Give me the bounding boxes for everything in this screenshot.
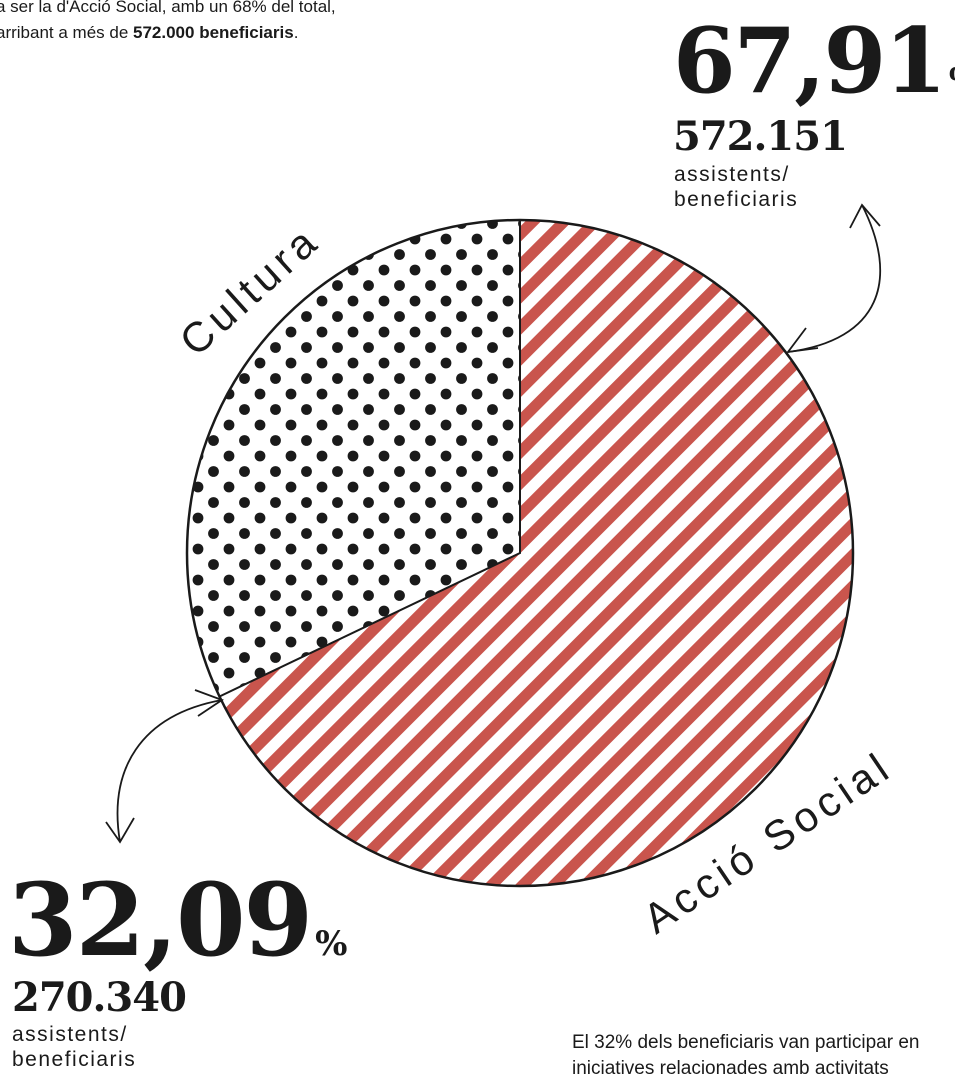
footnote-line-1: El 32% dels beneficiaris van participar … xyxy=(572,1032,920,1053)
pie-slice-acci-social xyxy=(219,220,854,886)
intro-line-2-prefix: arribant a més de xyxy=(0,23,134,42)
percent-cultura-unit: % xyxy=(315,924,348,964)
caption-accio-social-line-1: assistents/ xyxy=(674,163,790,186)
intro-line-2: arribant a més de 572.000 beneficiaris. xyxy=(0,20,426,46)
caption-cultura-line-1: assistents/ xyxy=(12,1023,128,1046)
caption-accio-social-line-2: beneficiaris xyxy=(674,188,799,211)
caption-accio-social: assistents/ beneficiaris xyxy=(674,162,798,212)
arrowhead-cultura-bottom-icon xyxy=(105,817,135,844)
percent-accio-social-unit: % xyxy=(949,61,955,101)
caption-cultura-line-2: beneficiaris xyxy=(12,1048,137,1071)
count-cultura: 270.340 xyxy=(12,974,187,1021)
arrowhead-cultura-top-icon xyxy=(194,689,224,717)
footnote-line-2: iniciatives relacionades amb activitats xyxy=(572,1058,889,1079)
intro-line-2-suffix: . xyxy=(293,23,299,42)
caption-cultura: assistents/ beneficiaris xyxy=(12,1022,136,1072)
percent-cultura-value: 32,09 xyxy=(8,861,313,979)
percent-cultura: 32,09% xyxy=(8,870,347,970)
arrow-accio-social xyxy=(787,204,882,353)
percent-accio-social: 67,91% xyxy=(673,16,955,106)
arrowhead-accio-social-bottom-icon xyxy=(785,327,819,354)
intro-highlight: 572.000 beneficiaris xyxy=(133,23,294,42)
arrowhead-accio-social-top-icon xyxy=(849,203,881,229)
pie-slice-cultura xyxy=(187,220,520,697)
intro-paragraph: a ser la d'Acció Social, amb un 68% del … xyxy=(0,0,426,46)
percent-accio-social-value: 67,91 xyxy=(673,8,947,114)
arrow-cultura xyxy=(116,699,223,843)
intro-line-1: a ser la d'Acció Social, amb un 68% del … xyxy=(0,0,336,16)
count-accio-social: 572.151 xyxy=(673,113,848,160)
footnote-paragraph: El 32% dels beneficiaris van participar … xyxy=(572,1030,955,1082)
pie-divider xyxy=(219,220,521,698)
